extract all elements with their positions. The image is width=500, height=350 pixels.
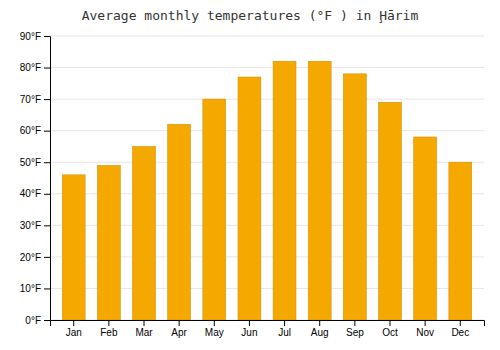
x-tick-mark <box>179 320 180 326</box>
y-tick-mark <box>44 320 50 321</box>
grid-line <box>50 67 484 68</box>
x-tick-label: Feb <box>100 327 118 338</box>
x-tick-mark <box>73 320 74 326</box>
plot: 0°F 10°F 20°F 30°F 40°F 50°F 60°F 70°F 80°F 90°F J… <box>20 31 485 338</box>
bar <box>449 162 472 320</box>
y-tick-label: 30°F <box>20 220 41 231</box>
y-tick: 40°F <box>20 188 50 199</box>
y-tick-label: 80°F <box>20 62 41 73</box>
bar <box>308 61 331 320</box>
y-tick-label: 40°F <box>20 188 41 199</box>
bar <box>273 61 296 320</box>
y-tick-mark <box>44 288 50 289</box>
y-tick: 50°F <box>20 157 50 168</box>
y-tick: 90°F <box>20 31 50 42</box>
x-tick-label: Mar <box>135 327 153 338</box>
x-tick-label: Sep <box>346 327 364 338</box>
bars <box>62 61 471 320</box>
bar <box>414 137 437 320</box>
y-tick-mark <box>44 99 50 100</box>
x-tick-mark <box>389 320 390 326</box>
y-tick-mark <box>44 257 50 258</box>
y-axis: 0°F 10°F 20°F 30°F 40°F 50°F 60°F 70°F 80°F 90°F <box>20 31 51 326</box>
x-tick: Jan <box>66 320 82 338</box>
bar <box>168 124 191 320</box>
x-tick-mark <box>354 320 355 326</box>
bar <box>62 175 85 320</box>
x-tick-label: Jan <box>66 327 82 338</box>
chart: Average monthly temperatures (°F ) in Ḩā… <box>0 0 500 350</box>
y-tick-mark <box>44 225 50 226</box>
x-tick-mark <box>249 320 250 326</box>
y-tick-mark <box>44 36 50 37</box>
grid-line <box>50 99 484 100</box>
y-tick-mark <box>44 131 50 132</box>
x-tick-mark <box>108 320 109 326</box>
bar <box>238 77 261 320</box>
x-tick: Oct <box>382 320 398 338</box>
x-tick: Apr <box>171 320 187 338</box>
bar <box>97 165 120 320</box>
x-tick-label: Oct <box>382 327 398 338</box>
x-tick-label: Nov <box>416 327 434 338</box>
y-tick-label: 60°F <box>20 125 41 136</box>
x-tick-mark <box>460 320 461 326</box>
grid-line <box>50 130 484 131</box>
x-axis: Jan Feb Mar Apr May Jun Jul Aug Sep Oct Nov Dec <box>51 320 485 338</box>
bar <box>379 102 402 320</box>
x-tick-label: May <box>205 327 224 338</box>
x-tick: Jun <box>241 320 257 338</box>
x-tick-label: Jun <box>241 327 257 338</box>
x-tick: Feb <box>100 320 118 338</box>
x-tick: Aug <box>311 320 329 338</box>
bar <box>133 146 156 320</box>
y-axis-line <box>44 37 51 321</box>
y-tick: 60°F <box>20 125 50 136</box>
y-tick-label: 70°F <box>20 94 41 105</box>
y-tick: 80°F <box>20 62 50 73</box>
y-tick: 0°F <box>25 315 50 326</box>
x-tick: Dec <box>451 320 469 338</box>
x-tick: Sep <box>346 320 364 338</box>
x-tick-label: Apr <box>171 327 187 338</box>
x-tick: Nov <box>416 320 434 338</box>
title: Average monthly temperatures (°F ) in Ḩā… <box>82 8 419 23</box>
y-tick: 70°F <box>20 94 50 105</box>
bar <box>203 99 226 320</box>
x-tick-mark <box>319 320 320 326</box>
grid-line <box>50 36 484 37</box>
bar <box>343 74 366 320</box>
x-tick: May <box>205 320 224 338</box>
x-tick: Mar <box>135 320 153 338</box>
y-tick-mark <box>44 162 50 163</box>
x-tick-mark <box>425 320 426 326</box>
x-tick-label: Aug <box>311 327 329 338</box>
x-tick-mark <box>284 320 285 326</box>
y-tick-label: 10°F <box>20 283 41 294</box>
y-tick: 10°F <box>20 283 50 294</box>
y-tick-label: 90°F <box>20 31 41 42</box>
x-axis-line <box>51 321 485 327</box>
y-tick-label: 0°F <box>25 315 41 326</box>
y-tick-mark <box>44 194 50 195</box>
x-tick: Jul <box>278 320 291 338</box>
y-tick-mark <box>44 68 50 69</box>
x-tick-mark <box>144 320 145 326</box>
x-tick-label: Dec <box>451 327 469 338</box>
grid <box>50 36 484 320</box>
y-tick-label: 20°F <box>20 252 41 263</box>
y-tick: 20°F <box>20 252 50 263</box>
y-tick-label: 50°F <box>20 157 41 168</box>
y-tick: 30°F <box>20 220 50 231</box>
x-tick-label: Jul <box>278 327 291 338</box>
x-tick-mark <box>214 320 215 326</box>
